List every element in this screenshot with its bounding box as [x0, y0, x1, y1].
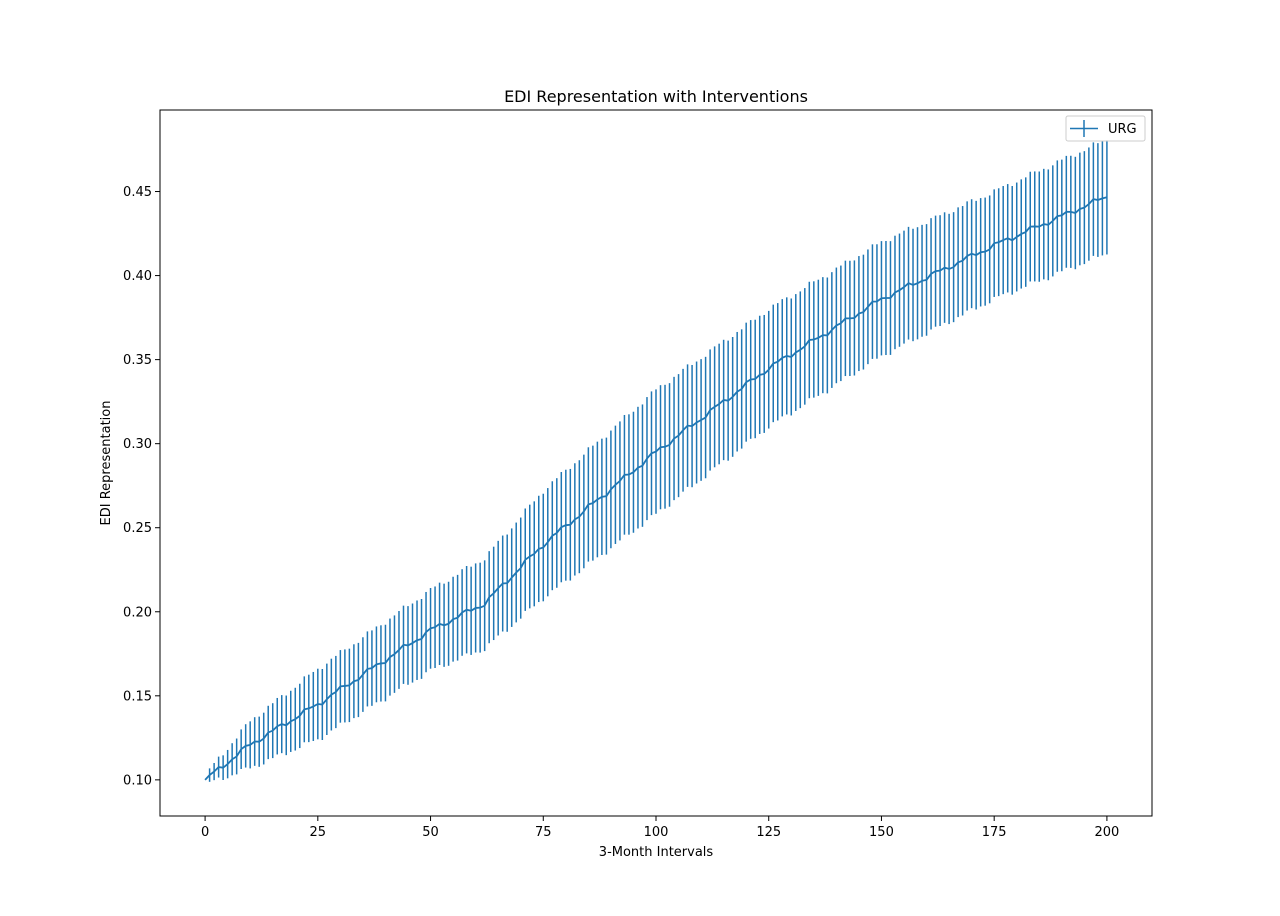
- x-tick-label: 125: [756, 825, 781, 840]
- x-tick-label: 25: [310, 825, 327, 840]
- legend-label-urg: URG: [1108, 122, 1137, 137]
- y-axis: 0.10 0.15 0.20 0.25 0.30 0.35 0.40 0.45: [123, 185, 160, 788]
- y-tick-label: 0.35: [123, 353, 152, 368]
- x-axis: 0 25 50 75 100 125 150 175 200: [201, 816, 1119, 840]
- y-tick-label: 0.30: [123, 437, 152, 452]
- y-tick-label: 0.20: [123, 605, 152, 620]
- y-tick-label: 0.15: [123, 689, 152, 704]
- x-tick-label: 0: [201, 825, 209, 840]
- y-tick-label: 0.25: [123, 521, 152, 536]
- x-axis-label: 3-Month Intervals: [599, 845, 714, 860]
- y-tick-label: 0.10: [123, 773, 152, 788]
- series-layer: [204, 140, 1108, 782]
- legend: URG: [1065, 115, 1146, 142]
- legend-box: [1065, 115, 1146, 142]
- x-tick-label: 175: [982, 825, 1007, 840]
- x-tick-label: 150: [869, 825, 894, 840]
- series-line-urg: [204, 196, 1108, 781]
- x-tick-label: 75: [535, 825, 552, 840]
- x-tick-label: 200: [1094, 825, 1119, 840]
- y-tick-label: 0.45: [123, 185, 152, 200]
- y-axis-label: EDI Representation: [99, 401, 114, 526]
- y-tick-label: 0.40: [123, 269, 152, 284]
- x-tick-label: 100: [644, 825, 669, 840]
- x-tick-label: 50: [422, 825, 439, 840]
- chart-title: EDI Representation with Interventions: [504, 87, 808, 106]
